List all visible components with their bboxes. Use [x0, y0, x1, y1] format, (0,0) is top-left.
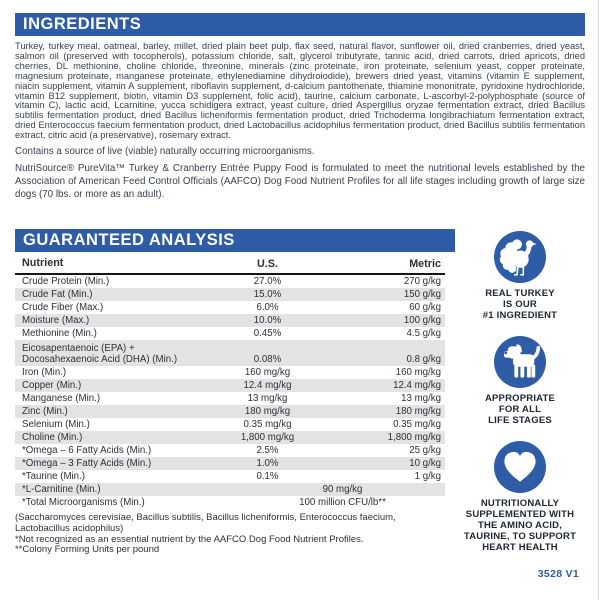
cell-metric-value: 270 g/kg — [403, 276, 441, 287]
cell-us-value: 0.08% — [253, 354, 282, 365]
turkey-icon — [494, 231, 546, 283]
heart-icon — [494, 441, 546, 493]
cell-metric-value: 150 g/kg — [403, 289, 441, 300]
cell-us-value: 1,800 mg/kg — [240, 432, 295, 443]
analysis-table-row: Crude Fiber (Max.) 6.0% 60 g/kg — [15, 301, 445, 314]
cell-nutrient: *Total Microorganisms (Min.) — [22, 497, 145, 508]
cell-metric-value: 0.8 g/kg — [406, 354, 441, 365]
feature-badges: REAL TURKEY IS OUR #1 INGREDIENT APP — [447, 231, 593, 568]
analysis-table-row: *L-Carnitine (Min.) 90 mg/kg — [15, 483, 445, 496]
microorganisms-note: Contains a source of live (viable) natur… — [15, 146, 315, 158]
cell-us-value: 0.45% — [253, 328, 282, 339]
cell-nutrient: Selenium (Min.) — [22, 419, 90, 430]
cell-metric-value: 1,800 mg/kg — [387, 432, 441, 443]
analysis-table-row: *Omega – 3 Fatty Acids (Min.) 1.0% 10 g/kg — [15, 457, 445, 470]
cell-us-value: 160 mg/kg — [244, 367, 291, 378]
cell-metric-value: 12.4 mg/kg — [393, 380, 441, 391]
ingredients-header-bar: INGREDIENTS — [15, 13, 585, 36]
cell-us-value: 27.0% — [253, 276, 282, 287]
cell-nutrient: Crude Protein (Min.) — [22, 276, 110, 287]
cell-nutrient: *Taurine (Min.) — [22, 471, 85, 482]
analysis-table-row: *Omega – 6 Fatty Acids (Min.) 2.5% 25 g/kg — [15, 444, 445, 457]
cell-nutrient: Methionine (Min.) — [22, 328, 97, 339]
cell-nutrient: Zinc (Min.) — [22, 406, 68, 417]
ingredients-section: Turkey, turkey meal, oatmeal, barley, mi… — [15, 41, 585, 201]
cell-metric-value: 0.35 mg/kg — [393, 419, 441, 430]
cell-us-value: 2.5% — [256, 445, 279, 456]
column-header-metric: Metric — [409, 258, 441, 270]
cell-nutrient: Manganese (Min.) — [22, 393, 101, 404]
analysis-table-row: Crude Fat (Min.) 15.0% 150 g/kg — [15, 288, 445, 301]
dog-icon — [494, 336, 546, 388]
analysis-table-rows: Crude Protein (Min.) 27.0% 270 g/kg Crude F… — [15, 275, 445, 509]
cell-us-value: 180 mg/kg — [244, 406, 291, 417]
cell-nutrient: Copper (Min.) — [22, 380, 82, 391]
ingredients-list: Turkey, turkey meal, oatmeal, barley, mi… — [15, 41, 585, 141]
cell-metric-value: 10 g/kg — [409, 458, 441, 469]
column-header-us: U.S. — [257, 258, 278, 270]
cell-metric-value: 25 g/kg — [409, 445, 441, 456]
cell-nutrient: Crude Fiber (Max.) — [22, 302, 104, 313]
analysis-table-row: Methionine (Min.) 0.45% 4.5 g/kg — [15, 327, 445, 340]
analysis-table-row: *Total Microorganisms (Min.) 100 million … — [15, 496, 445, 509]
cell-us-value: 10.0% — [253, 315, 282, 326]
analysis-footnotes: (Saccharomyces cerevisiae, Bacillus subt… — [15, 512, 396, 556]
cell-nutrient: Crude Fat (Min.) — [22, 289, 93, 300]
badge-caption-heart-health: NUTRITIONALLY SUPPLEMENTED WITH THE AMIN… — [463, 498, 577, 553]
analysis-table-row: Moisture (Max.) 10.0% 100 g/kg — [15, 314, 445, 327]
cell-value-spanning: 100 million CFU/lb** — [299, 497, 386, 508]
cell-nutrient: Iron (Min.) — [22, 367, 67, 378]
aafco-statement: NutriSource® PureVita™ Turkey & Cranberr… — [15, 163, 585, 201]
analysis-table-row: Manganese (Min.) 13 mg/kg 13 mg/kg — [15, 392, 445, 405]
cell-metric-value: 160 mg/kg — [395, 367, 441, 378]
analysis-table-row: *Taurine (Min.) 0.1% 1 g/kg — [15, 470, 445, 483]
guaranteed-analysis-title: GUARANTEED ANALYSIS — [23, 231, 235, 249]
cell-nutrient: *L-Carnitine (Min.) — [22, 484, 101, 495]
cell-metric-value: 100 g/kg — [403, 315, 441, 326]
guaranteed-analysis-table: Nutrient U.S. Metric Crude Protein (Min.… — [15, 258, 445, 509]
cell-us-value: 12.4 mg/kg — [243, 380, 292, 391]
cell-nutrient: Eicosapentaenoic (EPA) + Docosahexaenoic… — [22, 343, 178, 365]
column-header-nutrient: Nutrient — [22, 257, 64, 269]
badge-caption-real-turkey: REAL TURKEY IS OUR #1 INGREDIENT — [482, 288, 558, 321]
cell-metric-value: 13 mg/kg — [401, 393, 441, 404]
cell-metric-value: 1 g/kg — [414, 471, 441, 482]
cell-metric-value: 60 g/kg — [409, 302, 441, 313]
cell-metric-value: 4.5 g/kg — [406, 328, 441, 339]
analysis-table-row: Crude Protein (Min.) 27.0% 270 g/kg — [15, 275, 445, 288]
cell-us-value: 0.35 mg/kg — [243, 419, 292, 430]
ingredients-title: INGREDIENTS — [23, 15, 142, 33]
badge-heart-health: NUTRITIONALLY SUPPLEMENTED WITH THE AMIN… — [464, 441, 576, 553]
guaranteed-analysis-header-bar: GUARANTEED ANALYSIS — [15, 229, 455, 252]
analysis-table-row: Copper (Min.) 12.4 mg/kg 12.4 mg/kg — [15, 379, 445, 392]
badge-caption-life-stages: APPROPRIATE FOR ALL LIFE STAGES — [484, 393, 556, 426]
cell-us-value: 1.0% — [256, 458, 279, 469]
cell-value-spanning: 90 mg/kg — [322, 484, 363, 495]
cell-metric-value: 180 mg/kg — [395, 406, 441, 417]
badge-life-stages: APPROPRIATE FOR ALL LIFE STAGES — [485, 336, 555, 426]
analysis-table-row: Choline (Min.) 1,800 mg/kg 1,800 mg/kg — [15, 431, 445, 444]
cell-us-value: 15.0% — [253, 289, 282, 300]
cell-nutrient: Moisture (Max.) — [22, 315, 90, 326]
badge-real-turkey: REAL TURKEY IS OUR #1 INGREDIENT — [483, 231, 557, 321]
cell-us-value: 6.0% — [256, 302, 279, 313]
label-edge-line — [598, 0, 599, 600]
cell-us-value: 13 mg/kg — [247, 393, 288, 404]
cell-nutrient: *Omega – 6 Fatty Acids (Min.) — [22, 445, 152, 456]
analysis-table-row: Selenium (Min.) 0.35 mg/kg 0.35 mg/kg — [15, 418, 445, 431]
label-version-code: 3528 V1 — [537, 568, 579, 580]
analysis-table-row: Zinc (Min.) 180 mg/kg 180 mg/kg — [15, 405, 445, 418]
analysis-table-row: Eicosapentaenoic (EPA) + Docosahexaenoic… — [15, 340, 445, 366]
cell-us-value: 0.1% — [256, 471, 279, 482]
cell-nutrient: Choline (Min.) — [22, 432, 83, 443]
analysis-table-header: Nutrient U.S. Metric — [15, 258, 445, 275]
cell-nutrient: *Omega – 3 Fatty Acids (Min.) — [22, 458, 152, 469]
analysis-table-row: Iron (Min.) 160 mg/kg 160 mg/kg — [15, 366, 445, 379]
